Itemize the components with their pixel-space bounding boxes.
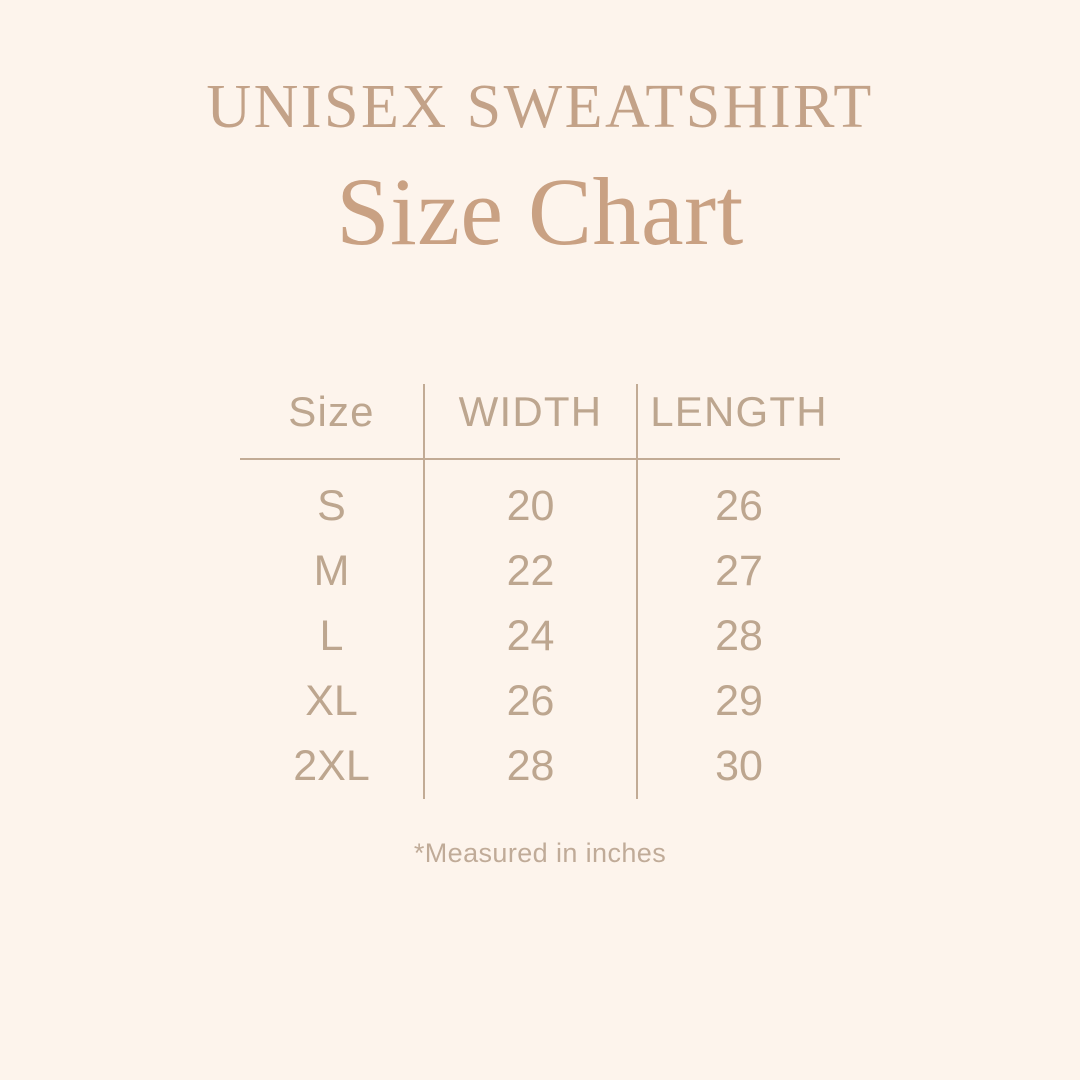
- cell-size: S: [317, 482, 346, 530]
- table-row: M 22 27: [240, 539, 840, 604]
- cell-length: 29: [636, 669, 840, 734]
- cell-size: XL: [305, 677, 358, 725]
- cell-width: 20: [423, 459, 637, 539]
- page-title-product: UNISEX SWEATSHIRT: [206, 73, 874, 141]
- column-header-length: LENGTH: [636, 384, 840, 459]
- table-row: L 24 28: [240, 604, 840, 669]
- cell-length: 30: [636, 734, 840, 799]
- column-header-width: WIDTH: [423, 384, 637, 459]
- table-header-row: Size WIDTH LENGTH: [240, 384, 840, 459]
- cell-size: L: [319, 612, 344, 660]
- cell-width: 24: [423, 604, 637, 669]
- cell-width: 26: [423, 669, 637, 734]
- cell-width: 28: [423, 734, 637, 799]
- size-table-container: Size WIDTH LENGTH S 20 26 M 22 27 L: [240, 384, 840, 804]
- cell-length: 26: [636, 459, 840, 539]
- cell-length: 27: [636, 539, 840, 604]
- table-row: S 20 26: [240, 459, 840, 539]
- measurement-footnote: *Measured in inches: [413, 838, 667, 868]
- heading-block: UNISEX SWEATSHIRT Size Chart: [0, 76, 1080, 263]
- cell-size: M: [313, 547, 350, 595]
- table-row: XL 26 29: [240, 669, 840, 734]
- cell-width: 22: [423, 539, 637, 604]
- size-table-head: Size WIDTH LENGTH: [240, 384, 840, 459]
- table-row: 2XL 28 30: [240, 734, 840, 799]
- cell-size: 2XL: [293, 742, 370, 790]
- cell-length: 28: [636, 604, 840, 669]
- column-header-size: Size: [288, 388, 375, 435]
- page-title-size-chart: Size Chart: [336, 158, 744, 265]
- size-table: Size WIDTH LENGTH S 20 26 M 22 27 L: [240, 384, 840, 799]
- size-table-body: S 20 26 M 22 27 L 24 28 XL 26 29: [240, 459, 840, 799]
